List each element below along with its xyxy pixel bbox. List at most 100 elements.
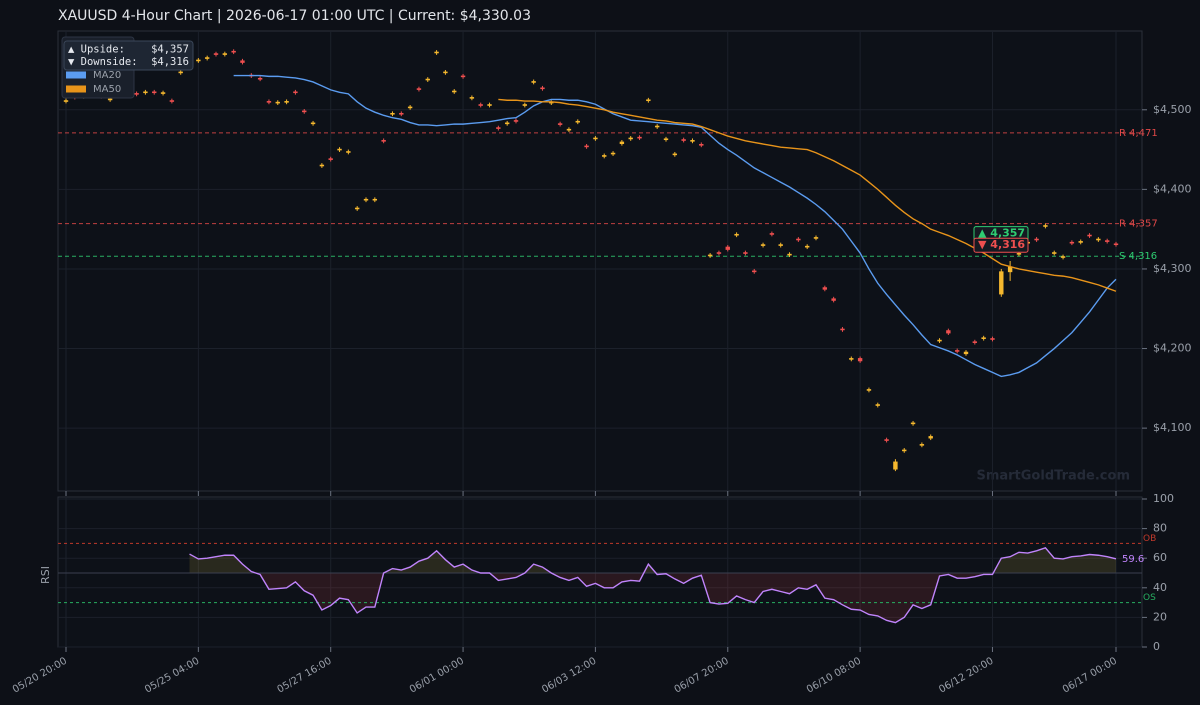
candle-body [275,101,280,104]
y-tick-label: 20 [1153,610,1167,623]
info-value: $4,316 [151,56,189,68]
candle-body [602,155,607,157]
candle-body [425,78,430,81]
candle-body [575,120,580,123]
candle-body [302,110,307,113]
legend-swatch [66,71,86,79]
candle-body [1007,266,1013,273]
candle-body [584,145,589,148]
candle-body [372,198,378,201]
candle-body [240,60,245,63]
candle-body [857,358,863,362]
candle-body [469,97,475,99]
candle-body [910,422,916,425]
candle-body [169,100,175,102]
candle-body [178,71,183,74]
candle-body [328,158,333,160]
candle-body [134,93,139,95]
candle-body [478,104,483,106]
candle-body [734,233,739,236]
y-tick-label: 0 [1153,640,1160,653]
candle-body [672,153,678,156]
candle-body [646,99,651,102]
info-label: ▼ Downside: [68,56,138,68]
candle-body [513,120,519,122]
candle-body [63,100,69,102]
candle-body [866,389,872,391]
legend-label: MA50 [93,84,121,95]
candle-body [143,91,148,94]
candle-body [363,198,369,201]
candle-body [266,101,272,103]
candle-body [496,127,501,129]
chart-title: XAUUSD 4-Hour Chart | 2026-06-17 01:00 U… [58,8,531,24]
candle-body [752,270,757,273]
candle-body [346,151,351,153]
candle-body [840,328,845,331]
ma-line [233,74,1117,378]
candle-body [1052,252,1057,254]
y-tick-label: 60 [1153,551,1167,564]
badge [973,237,1029,253]
ref-label: OB [1143,534,1156,544]
candle-body [390,112,395,115]
candle-body [999,271,1004,295]
rsi-line [189,547,1117,624]
candle-body [540,87,545,90]
candle-body [743,252,748,254]
candle-body [681,139,686,141]
level-label: R 4,357 [1119,219,1158,230]
legend-swatch [66,85,86,93]
candle-body [222,53,228,55]
y-tick-label: 100 [1153,492,1174,505]
badge-label: ▲ 4,357 [978,227,1025,240]
candle-body [875,404,880,406]
candle-body [893,461,898,470]
candle-body [487,104,492,106]
candle-body [399,112,404,115]
candle-body [522,104,528,106]
candle-body [699,144,704,146]
candle-body [654,125,660,128]
candle-body [160,92,166,94]
candle-body [381,140,386,142]
candle-body [337,148,342,151]
candle-body [1016,253,1022,255]
candle-body [637,136,642,139]
candle-body [593,137,598,140]
candle-body [416,88,422,90]
ma-line [498,98,1117,292]
candle-body [443,71,448,74]
level-label: R 4,471 [1119,128,1158,139]
candle-body [822,287,828,290]
candle-body [531,81,536,83]
candle-body [619,141,625,145]
badge-label: ▼ 4,316 [978,238,1025,251]
candle-body [310,122,316,125]
candle-body [760,244,766,246]
candle-body [787,253,792,256]
rsi-panel [57,496,1143,648]
candle-body [804,245,810,248]
watermark: SmartGoldTrade.com [976,469,1130,484]
candle-body [937,339,942,342]
y-tick-label: $4,400 [1153,182,1192,195]
y-tick-label: $4,300 [1153,262,1192,275]
price-panel [57,30,1143,492]
candle-body [831,298,836,301]
candle-body [1113,243,1119,246]
candle-body [504,122,510,125]
candle-body [813,237,819,239]
candle-body [928,436,933,439]
candle-body [549,101,554,104]
candle-body [434,51,439,54]
candle-body [725,246,730,250]
candle-body [778,244,783,246]
ref-label: OS [1143,593,1156,603]
candle-body [152,91,157,94]
legend-label: MA20 [93,70,121,81]
candle-body [716,252,722,254]
candle-body [919,444,925,446]
y-tick-label: 80 [1153,522,1167,535]
info-label: ▲ Upside: [68,44,125,56]
